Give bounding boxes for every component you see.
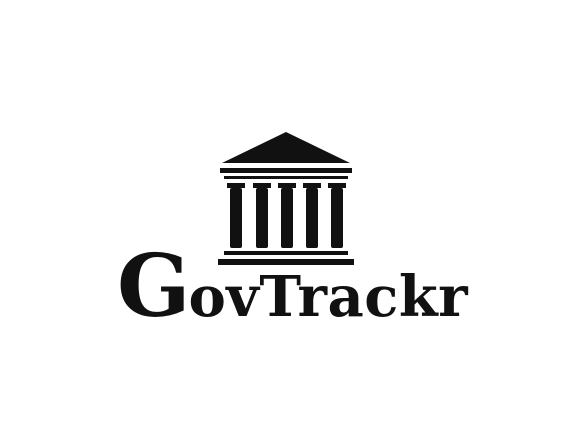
building-column-capital	[328, 183, 346, 188]
brand-initial: G	[117, 236, 190, 337]
building-entablature	[220, 168, 352, 173]
building-column-capital	[227, 183, 245, 188]
building-step-upper	[224, 251, 348, 255]
building-column	[230, 188, 242, 248]
government-building-icon	[218, 132, 354, 265]
building-column-capital	[253, 183, 271, 188]
building-column	[281, 188, 293, 248]
brand-wordmark: GovTrackr	[117, 244, 468, 344]
brand-name-rest: ovTrackr	[188, 264, 469, 330]
building-column-capital	[278, 183, 296, 188]
building-column	[256, 188, 268, 248]
building-column	[331, 188, 343, 248]
building-column	[306, 188, 318, 248]
building-column-capital	[303, 183, 321, 188]
building-pediment	[222, 132, 350, 163]
building-step-lower	[218, 259, 354, 265]
building-frieze	[224, 176, 348, 179]
